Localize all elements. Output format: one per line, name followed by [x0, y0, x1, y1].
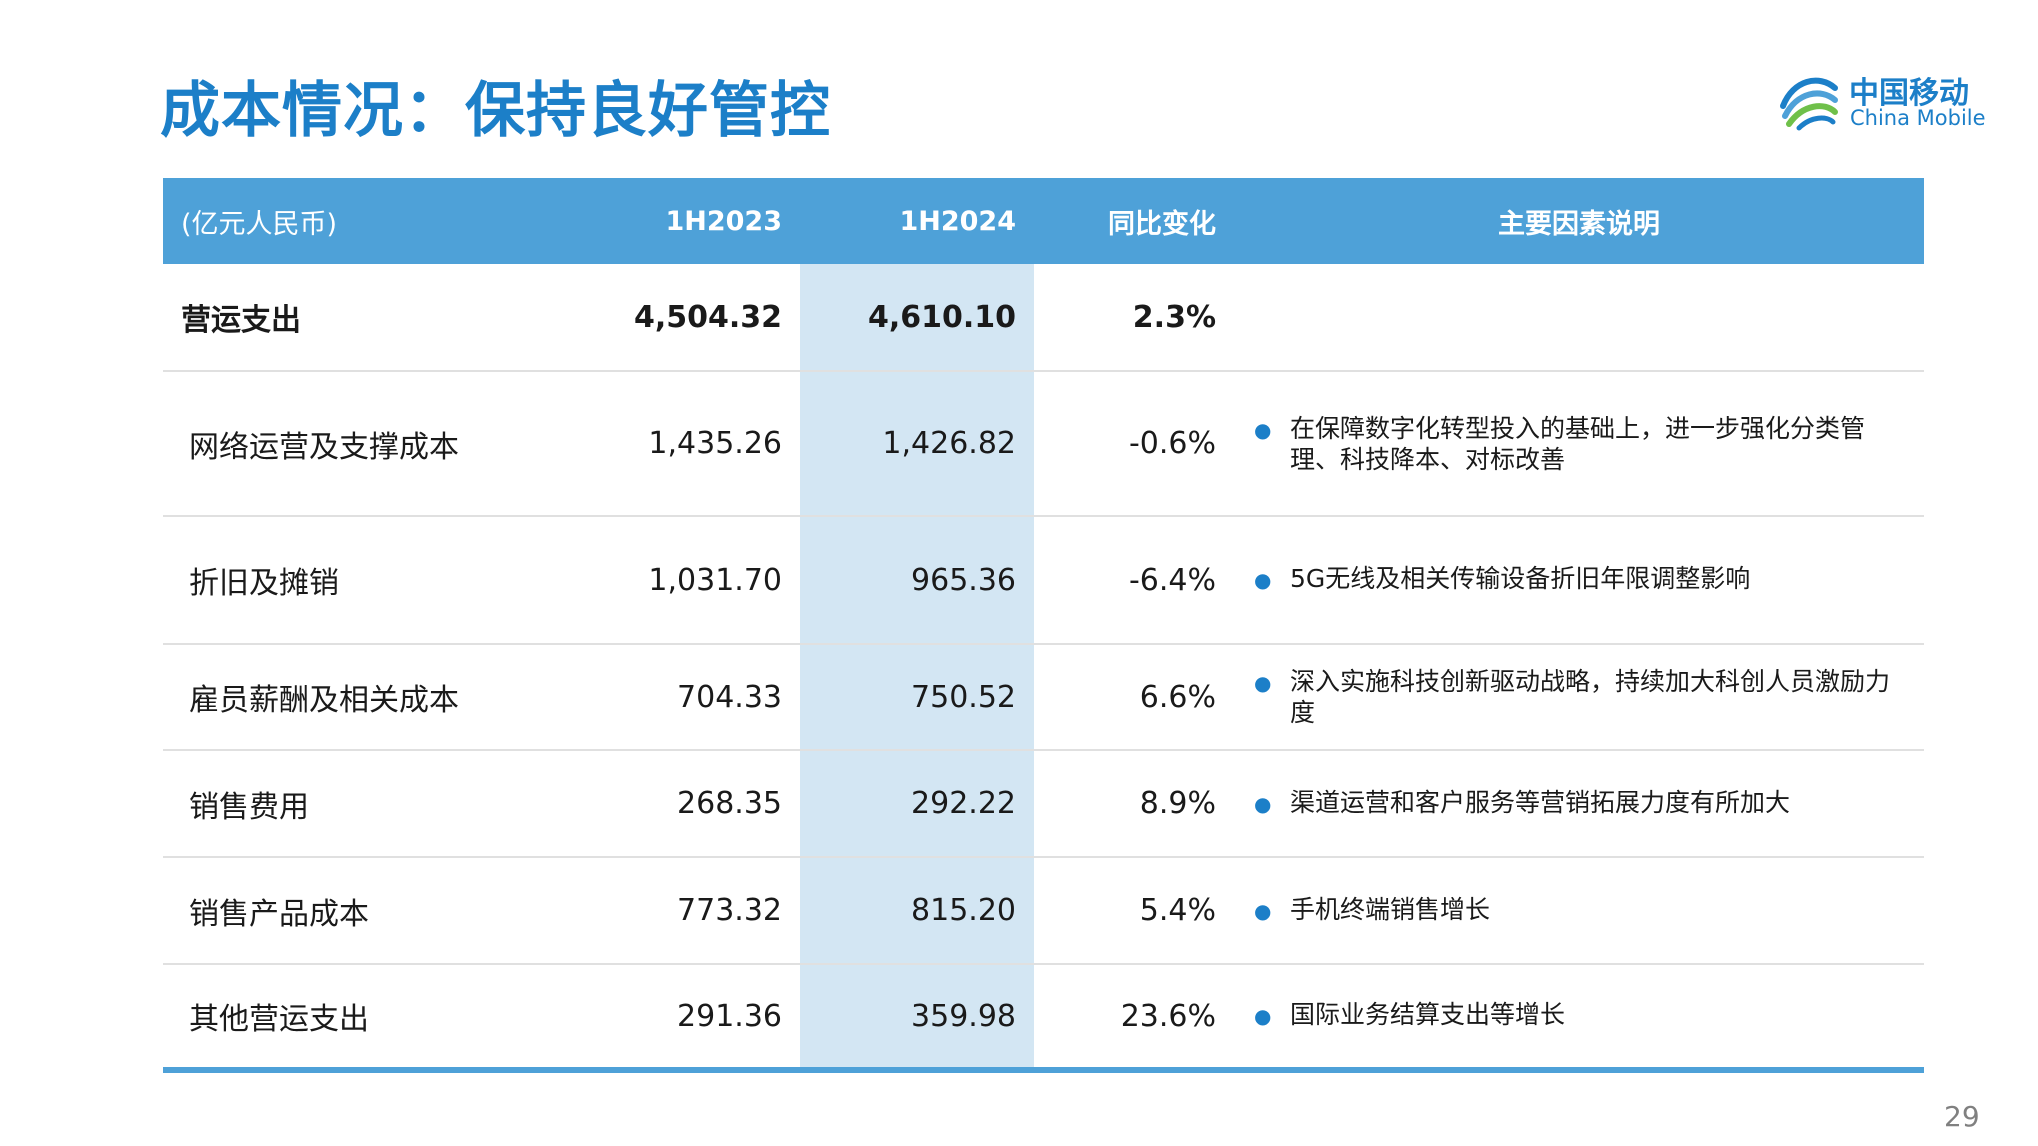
row-label: 网络运营及支撑成本: [163, 371, 600, 517]
table-row-total: 营运支出 4,504.32 4,610.10 2.3%: [163, 264, 1924, 372]
factor-text: 在保障数字化转型投入的基础上，进一步强化分类管理、科技降本、对标改善: [1290, 413, 1866, 474]
factor-cell: ● 手机终端销售增长: [1234, 857, 1924, 965]
bullet-icon: ●: [1254, 1004, 1272, 1028]
header-key-factors: 主要因素说明: [1498, 208, 1660, 240]
table-row: 网络运营及支撑成本 1,435.26 1,426.82 -0.6% ● 在保障数字…: [163, 371, 1924, 517]
bullet-icon: ●: [1254, 671, 1272, 695]
value-1h2024: 750.52: [800, 644, 1034, 751]
header-1h2023: 1H2023: [665, 205, 782, 237]
factor-text: 手机终端销售增长: [1290, 894, 1491, 924]
china-mobile-logo: 中国移动 China Mobile: [1775, 66, 1986, 136]
value-yoy-change: 5.4%: [1034, 857, 1234, 965]
factor-cell: ● 深入实施科技创新驱动战略，持续加大科创人员激励力度: [1234, 644, 1924, 751]
logo-name-cn: 中国移动: [1849, 76, 1969, 111]
value-1h2023: 268.35: [600, 750, 800, 858]
row-label: 销售产品成本: [163, 857, 600, 965]
value-yoy-change: -6.4%: [1034, 516, 1234, 645]
factor-cell: ● 渠道运营和客户服务等营销拓展力度有所加大: [1234, 750, 1924, 858]
value-1h2024: 1,426.82: [800, 371, 1034, 517]
value-yoy-change: 23.6%: [1034, 964, 1234, 1073]
factor-cell: [1234, 264, 1924, 372]
china-mobile-logo-icon: [1780, 77, 1838, 131]
factor-text: 国际业务结算支出等增长: [1290, 1000, 1566, 1029]
value-1h2023: 291.36: [600, 964, 800, 1073]
factor-text: 渠道运营和客户服务等营销拓展力度有所加大: [1290, 787, 1791, 817]
factor-cell: ● 5G无线及相关传输设备折旧年限调整影响: [1234, 516, 1924, 645]
row-label: 其他营运支出: [163, 964, 600, 1073]
row-label: 销售费用: [163, 750, 600, 858]
bullet-icon: ●: [1254, 791, 1272, 816]
row-label: 雇员薪酬及相关成本: [163, 644, 600, 751]
table-header-row: (亿元人民币) 1H2023 1H2024 同比变化 主要因素说明: [163, 178, 1924, 264]
value-1h2023: 4,504.32: [600, 264, 800, 372]
row-label: 营运支出: [163, 264, 600, 372]
page-number: 29: [1944, 1100, 1980, 1133]
row-label: 折旧及摊销: [163, 516, 600, 645]
bullet-icon: ●: [1254, 417, 1272, 442]
value-yoy-change: -0.6%: [1034, 371, 1234, 517]
header-unit: (亿元人民币): [181, 208, 338, 240]
table-row: 折旧及摊销 1,031.70 965.36 -6.4% ● 5G无线及相关传输设备…: [163, 516, 1924, 645]
value-1h2024: 4,610.10: [800, 264, 1034, 372]
value-yoy-change: 6.6%: [1034, 644, 1234, 751]
header-yoy-change: 同比变化: [1108, 208, 1216, 240]
cost-table: (亿元人民币) 1H2023 1H2024 同比变化 主要因素说明 营运支出 4…: [163, 178, 1924, 1073]
factor-text: 深入实施科技创新驱动战略，持续加大科创人员激励力度: [1290, 667, 1891, 727]
bullet-icon: ●: [1254, 898, 1272, 923]
value-1h2023: 773.32: [600, 857, 800, 965]
value-1h2024: 292.22: [800, 750, 1034, 858]
value-1h2024: 359.98: [800, 964, 1034, 1073]
table-row: 雇员薪酬及相关成本 704.33 750.52 6.6% ● 深入实施科技创新驱动…: [163, 644, 1924, 751]
value-1h2024: 815.20: [800, 857, 1034, 965]
value-yoy-change: 2.3%: [1034, 264, 1234, 372]
value-1h2023: 1,435.26: [600, 371, 800, 517]
value-1h2023: 704.33: [600, 644, 800, 751]
page-title: 成本情况：保持良好管控: [160, 76, 831, 146]
table-row: 销售产品成本 773.32 815.20 5.4% ● 手机终端销售增长: [163, 857, 1924, 965]
table-row: 销售费用 268.35 292.22 8.9% ● 渠道运营和客户服务等营销拓展力…: [163, 750, 1924, 858]
value-1h2024: 965.36: [800, 516, 1034, 645]
table-row: 其他营运支出 291.36 359.98 23.6% ● 国际业务结算支出等增长: [163, 964, 1924, 1073]
factor-text: 5G无线及相关传输设备折旧年限调整影响: [1290, 564, 1751, 593]
header-1h2024: 1H2024: [899, 205, 1016, 237]
logo-name-en: China Mobile: [1850, 106, 1986, 130]
bullet-icon: ●: [1254, 568, 1272, 592]
factor-cell: ● 在保障数字化转型投入的基础上，进一步强化分类管理、科技降本、对标改善: [1234, 371, 1924, 517]
value-1h2023: 1,031.70: [600, 516, 800, 645]
factor-cell: ● 国际业务结算支出等增长: [1234, 964, 1924, 1073]
value-yoy-change: 8.9%: [1034, 750, 1234, 858]
